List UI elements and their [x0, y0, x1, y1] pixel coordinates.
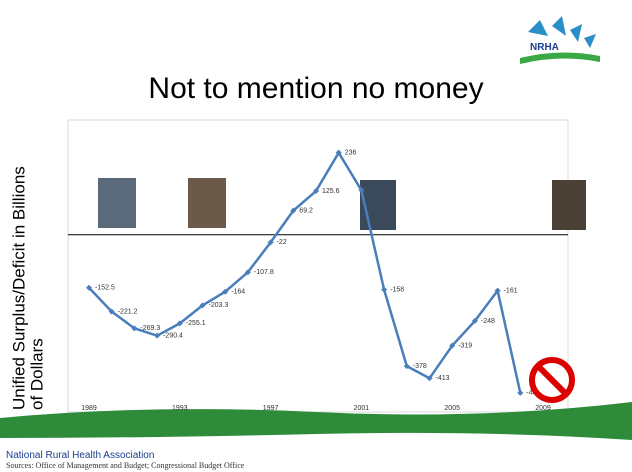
data-label: -158 — [390, 286, 404, 293]
marker — [426, 375, 433, 382]
marker — [290, 207, 297, 214]
marker — [358, 187, 365, 194]
data-label: -164 — [231, 289, 245, 296]
data-label: -221.2 — [118, 308, 138, 315]
plot-area — [67, 119, 569, 413]
data-label: -255.1 — [186, 320, 206, 327]
logo: NRHA — [520, 16, 600, 64]
marker — [267, 239, 274, 246]
line — [88, 150, 522, 394]
y-axis-label: Unified Surplus/Deficit in Billions of D… — [9, 166, 46, 410]
marker — [176, 320, 183, 327]
chart-title: Not to mention no money — [148, 72, 483, 105]
photo — [188, 178, 226, 228]
marker — [403, 363, 410, 370]
marker — [222, 288, 229, 295]
data-label: -107.8 — [254, 269, 274, 276]
marker — [313, 188, 319, 195]
x-tick-label: 2005 — [444, 405, 460, 412]
data-label: -22 — [277, 239, 287, 246]
data-label: -161 — [504, 288, 518, 295]
x-tick-label: 1993 — [172, 405, 188, 412]
marker — [517, 389, 524, 396]
marker — [108, 308, 115, 315]
data-label: 125.6 — [322, 188, 340, 195]
data-label: -290.4 — [163, 333, 183, 340]
marker — [335, 149, 342, 156]
x-tick-label: 1997 — [263, 405, 279, 412]
marker — [449, 342, 456, 349]
marker — [381, 286, 388, 293]
data-label: -203.3 — [209, 302, 229, 309]
data-label: 236 — [345, 150, 357, 157]
marker — [154, 332, 161, 339]
data-label: -269.3 — [140, 325, 160, 332]
sources: Sources: Office of Management and Budget… — [6, 461, 245, 470]
logo-text: NRHA — [530, 42, 559, 53]
data-label: -378 — [413, 363, 427, 370]
photo — [98, 178, 136, 228]
marker — [244, 269, 251, 276]
marker — [86, 284, 92, 291]
x-tick-label: 1989 — [81, 405, 97, 412]
data-label: 69.2 — [299, 208, 313, 215]
x-tick-label: 2009 — [535, 405, 551, 412]
data-label: -152.5 — [95, 285, 115, 292]
marker — [131, 325, 138, 332]
footer-text: National Rural Health Association — [6, 450, 154, 461]
marker — [471, 317, 478, 324]
footer-wave — [0, 402, 632, 440]
data-label: -413 — [436, 375, 450, 382]
x-tick-label: 2001 — [354, 405, 370, 412]
data-label: -319 — [458, 342, 472, 349]
marker — [199, 302, 206, 309]
marker — [494, 287, 501, 294]
photo — [552, 180, 586, 230]
y-axis-label-line: of Dollars — [27, 338, 46, 410]
y-axis-label-line: Unified Surplus/Deficit in Billions — [9, 166, 28, 410]
data-label: -248 — [481, 318, 495, 325]
no-sign-bar — [535, 363, 569, 397]
